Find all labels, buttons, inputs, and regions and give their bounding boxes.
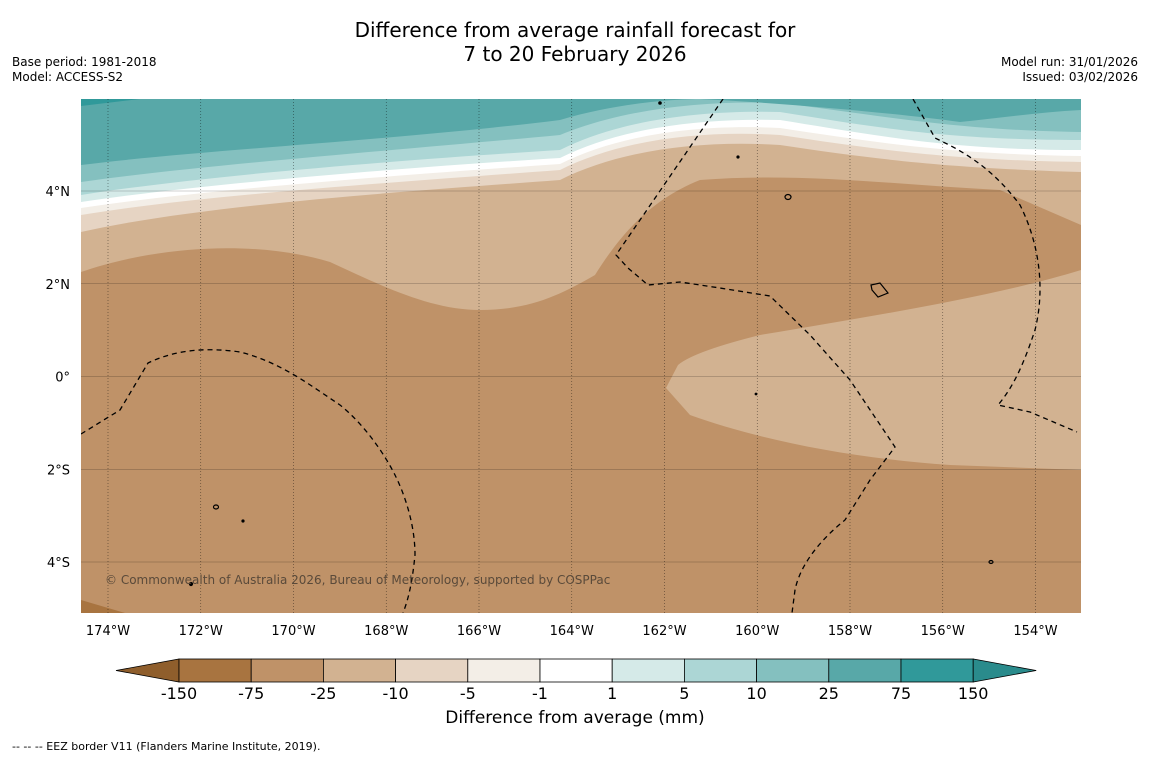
colorbar-extend-high <box>972 658 1037 683</box>
model-name: Model: ACCESS-S2 <box>12 70 124 84</box>
lon-tick-label: 172°W <box>179 624 223 639</box>
lon-tick-label: 164°W <box>550 624 594 639</box>
lat-tick-label: 4°N <box>46 185 71 200</box>
colorbar-tick-label: -75 <box>238 684 264 703</box>
island-marker <box>870 282 889 298</box>
lon-tick-label: 166°W <box>457 624 501 639</box>
colorbar-tick-label: -150 <box>161 684 197 703</box>
lon-axis-labels: 174°W 172°W 170°W 168°W 166°W 164°W 162°W 160°W… <box>86 624 1058 639</box>
colorbar-segment <box>322 658 396 683</box>
colorbar: -150 -75 -25 -10 -5 -1 1 5 10 25 75 150 <box>115 658 1037 703</box>
colorbar-segment <box>756 658 830 683</box>
island-marker <box>658 101 662 105</box>
lat-tick-label: 2°S <box>47 463 70 478</box>
colorbar-segment <box>395 658 469 683</box>
lon-tick-label: 168°W <box>364 624 408 639</box>
lon-tick-label: 160°W <box>735 624 779 639</box>
graticule <box>81 99 1081 613</box>
colorbar-segment <box>828 658 902 683</box>
eez-borders <box>81 99 1078 613</box>
model-run: Model run: 31/01/2026 <box>1000 55 1138 69</box>
colorbar-segment <box>467 658 541 683</box>
field-band-plus75-east <box>700 99 1081 122</box>
base-period: Base period: 1981-2018 <box>12 55 157 69</box>
meta-right: Model run: 31/01/2026 Issued: 03/02/2026 <box>1001 55 1138 85</box>
field-band-minus25-east <box>666 270 1081 470</box>
lon-tick-label: 158°W <box>828 624 872 639</box>
lat-tick-label: 4°S <box>47 556 70 571</box>
island-marker <box>784 193 792 201</box>
colorbar-tick-label: -1 <box>532 684 548 703</box>
colorbar-extend-low <box>115 658 180 683</box>
colorbar-tick-label: -10 <box>383 684 409 703</box>
island-marker <box>241 519 245 523</box>
island-marker <box>988 559 994 565</box>
colorbar-tick-label: 25 <box>819 684 839 703</box>
chart-title: Difference from average rainfall forecas… <box>0 18 1150 66</box>
meta-left: Base period: 1981-2018 Model: ACCESS-S2 <box>12 55 157 85</box>
colorbar-tick-label: 5 <box>679 684 689 703</box>
field-band-plus75 <box>81 99 700 165</box>
map-field <box>81 99 1081 613</box>
colorbar-label: Difference from average (mm) <box>445 708 705 728</box>
colorbar-tick-label: 10 <box>746 684 766 703</box>
lon-tick-label: 174°W <box>86 624 130 639</box>
colorbar-tick-label: 150 <box>958 684 989 703</box>
eez-border-west <box>81 349 416 613</box>
island-marker <box>754 392 758 396</box>
islands <box>188 101 994 587</box>
lon-tick-label: 162°W <box>642 624 686 639</box>
lon-tick-label: 170°W <box>271 624 315 639</box>
issued-date: Issued: 03/02/2026 <box>1022 70 1138 84</box>
colorbar-tick-label: -5 <box>460 684 476 703</box>
colorbar-tick-label: -25 <box>310 684 336 703</box>
eez-border-central <box>615 99 896 613</box>
field-band-minus75-southwest <box>81 600 125 613</box>
eez-border-east <box>912 99 1078 433</box>
title-line-1: Difference from average rainfall forecas… <box>354 18 796 42</box>
colorbar-tick-label: 75 <box>891 684 911 703</box>
copyright-notice: © Commonwealth of Australia 2026, Bureau… <box>105 573 610 587</box>
colorbar-segment <box>900 658 974 683</box>
field-band-plus150 <box>81 99 140 106</box>
colorbar-segment <box>250 658 324 683</box>
island-marker <box>188 581 194 587</box>
colorbar-segment <box>684 658 758 683</box>
title-line-2: 7 to 20 February 2026 <box>463 42 687 66</box>
eez-footnote: -- -- -- EEZ border V11 (Flanders Marine… <box>12 740 321 753</box>
lat-axis-labels: 4°N 2°N 0° 2°S 4°S <box>46 185 71 571</box>
colorbar-segment <box>611 658 685 683</box>
colorbar-tick-label: 1 <box>607 684 617 703</box>
island-marker <box>736 155 740 159</box>
colorbar-segment <box>539 658 613 683</box>
lat-tick-label: 2°N <box>46 278 71 293</box>
lon-tick-label: 156°W <box>921 624 965 639</box>
lon-tick-label: 154°W <box>1013 624 1057 639</box>
colorbar-segment <box>178 658 252 683</box>
island-marker <box>212 504 220 510</box>
lat-tick-label: 0° <box>55 371 70 386</box>
